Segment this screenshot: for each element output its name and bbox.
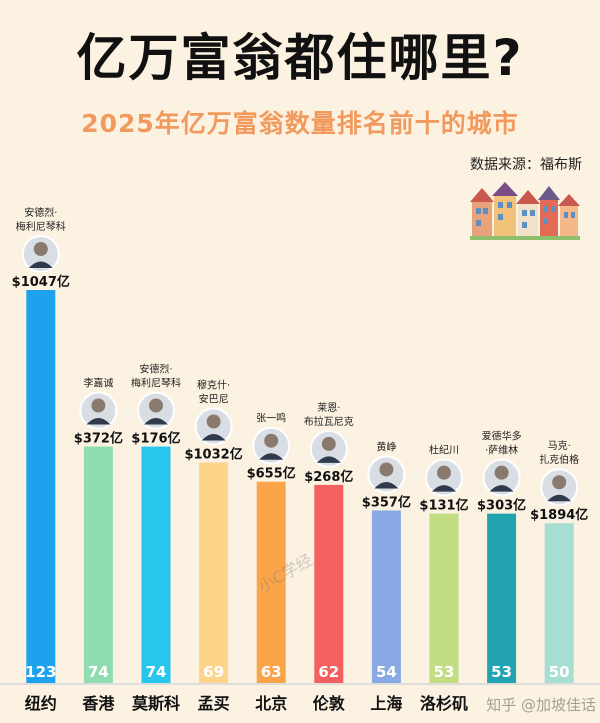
wealth-label: $357亿 <box>362 494 411 510</box>
houses-icon <box>470 182 580 240</box>
wealth-label: $268亿 <box>304 469 353 485</box>
billionaire-name: 扎克伯格 <box>539 453 579 466</box>
avatar-body-icon <box>316 456 341 463</box>
avatar-head-icon <box>91 398 106 413</box>
bar-value-label: 54 <box>376 663 397 681</box>
billionaire-name: 布拉瓦尼克 <box>304 415 354 428</box>
avatar-head-icon <box>321 436 336 451</box>
billionaire-name: 穆克什· <box>197 379 230 392</box>
avatar-body-icon <box>547 494 572 502</box>
avatar-body-icon <box>86 418 111 425</box>
wealth-label: $131亿 <box>419 498 468 514</box>
billionaire-name: 安德烈· <box>24 206 57 219</box>
billionaire-name: 马克· <box>548 440 571 452</box>
avatar-head-icon <box>379 462 394 477</box>
bar-value-label: 69 <box>203 663 224 681</box>
avatar-body-icon <box>144 418 168 425</box>
billionaire-name: 张一鸣 <box>256 412 286 425</box>
bar-value-label: 74 <box>146 663 167 681</box>
billionaire-name: 安巴尼 <box>199 393 229 406</box>
page-title: 亿万富翁都住哪里? <box>76 29 524 87</box>
billionaire-name: 梅利尼琴科 <box>131 377 181 390</box>
wealth-label: $1047亿 <box>12 274 70 290</box>
category-tick-label: 伦敦 <box>313 694 346 713</box>
bar <box>141 446 171 683</box>
billionaire-name: 安德烈· <box>139 363 172 376</box>
bar <box>256 481 286 683</box>
bar-value-label: 53 <box>491 663 512 681</box>
billionaire-name: 黄峥 <box>376 440 396 453</box>
chart-subtitle: 2025年亿万富翁数量排名前十的城市 <box>81 109 519 138</box>
category-tick-label: 香港 <box>81 694 115 713</box>
bar <box>487 513 517 683</box>
avatar-head-icon <box>33 242 48 256</box>
billionaire-name: 爱德华多 <box>482 430 522 443</box>
bar <box>83 446 113 683</box>
avatar-body-icon <box>259 453 284 460</box>
wealth-label: $372亿 <box>74 431 123 447</box>
wealth-label: $303亿 <box>477 498 526 514</box>
wealth-label: $655亿 <box>247 466 296 482</box>
bar-value-label: 63 <box>261 663 282 681</box>
billionaire-name: 梅利尼琴科 <box>16 220 66 233</box>
category-tick-label: 洛杉矶 <box>420 694 468 713</box>
avatar-body-icon <box>201 434 226 441</box>
chart-baseline <box>0 683 600 685</box>
bar-value-label: 123 <box>25 663 56 681</box>
avatar-body-icon <box>374 481 399 489</box>
avatar-body-icon <box>28 261 53 268</box>
avatar-head-icon <box>149 398 163 413</box>
bar <box>199 462 229 683</box>
avatar-head-icon <box>264 433 279 448</box>
category-tick-label: 北京 <box>255 694 287 713</box>
avatar-head-icon <box>552 475 567 490</box>
bar-value-label: 50 <box>549 663 570 681</box>
category-tick-label: 纽约 <box>25 694 57 713</box>
billionaire-name: ·萨维林 <box>485 444 518 457</box>
bar <box>544 523 574 683</box>
category-tick-label: 孟买 <box>198 694 230 713</box>
avatar-body-icon <box>432 485 456 492</box>
bar <box>314 484 344 683</box>
category-tick-label: 莫斯科 <box>131 694 180 713</box>
bar-value-label: 62 <box>318 663 339 681</box>
avatar-head-icon <box>437 465 451 480</box>
wealth-label: $1894亿 <box>530 507 588 523</box>
data-source: 数据来源：福布斯 <box>470 157 582 173</box>
category-tick-label: 上海 <box>370 694 402 713</box>
billionaire-name: 莱恩· <box>317 402 340 414</box>
avatar-body-icon <box>489 485 514 492</box>
avatar-head-icon <box>494 465 509 480</box>
bar-value-label: 74 <box>88 663 109 681</box>
bar <box>429 513 459 683</box>
avatar-head-icon <box>206 414 221 429</box>
billionaire-name: 杜纪川 <box>429 444 459 457</box>
bar <box>371 510 401 683</box>
wealth-label: $1032亿 <box>184 447 242 463</box>
bar <box>26 290 56 683</box>
corner-watermark: 知乎 @加坡佳话 <box>486 696 596 714</box>
billionaire-name: 李嘉诚 <box>83 377 113 390</box>
bar-value-label: 53 <box>434 663 455 681</box>
wealth-label: $176亿 <box>131 431 180 447</box>
